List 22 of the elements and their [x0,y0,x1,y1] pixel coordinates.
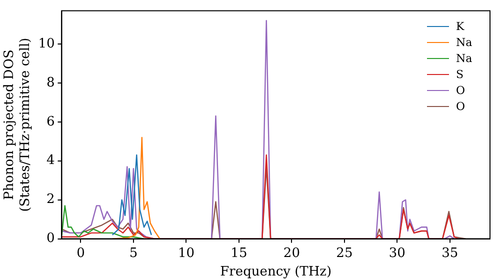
x-tick-label: 30 [388,246,406,261]
y-axis-title: Phonon projected DOS (States/THz·primitive cell) [2,38,33,212]
x-tick-label: 0 [76,246,85,261]
y-tick-label: 4 [46,153,55,168]
y-tick-label: 0 [46,231,55,246]
x-tick-label: 25 [336,246,353,261]
legend-label: K [456,18,464,35]
y-tick-label: 2 [46,192,55,208]
legend-label: O [456,82,466,99]
y-tick-label: 10 [38,36,55,52]
legend-label: Na [456,50,472,67]
y-tick-label: 8 [46,75,55,90]
legend-label: O [456,98,466,115]
legend-label: S [456,66,464,83]
x-tick-label: 10 [178,246,194,261]
legend-label: Na [456,34,472,51]
x-tick-label: 5 [129,246,138,261]
x-axis-title: Frequency (THz) [220,264,332,280]
x-tick-label: 35 [442,246,458,261]
x-tick-label: 15 [230,246,248,261]
y-tick-label: 6 [46,114,55,130]
x-tick-label: 20 [283,246,300,261]
